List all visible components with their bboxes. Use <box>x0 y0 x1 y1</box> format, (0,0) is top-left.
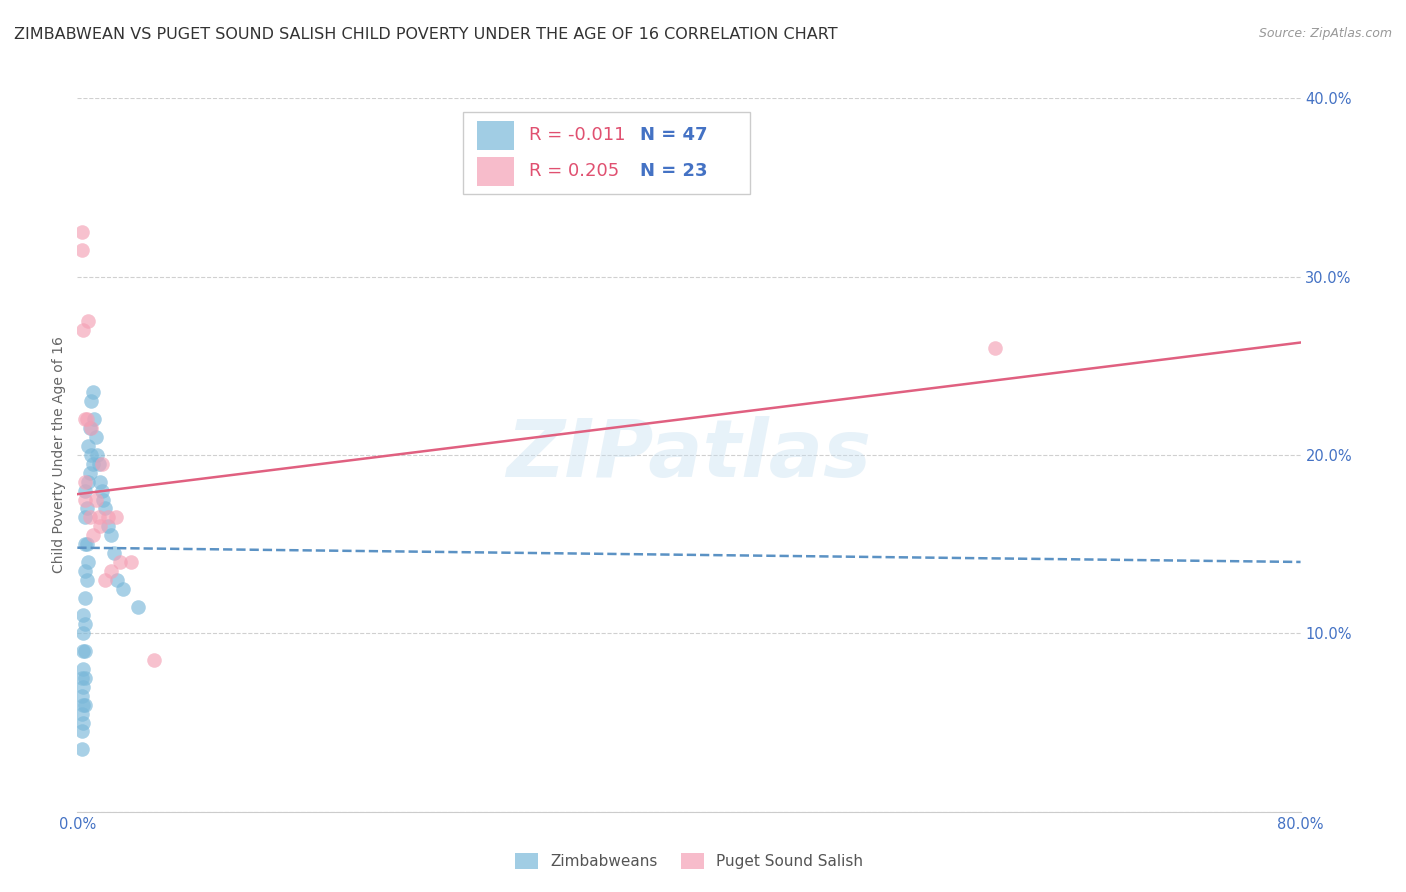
Point <box>70 225 93 239</box>
Point <box>142 653 165 667</box>
Text: ZIPatlas: ZIPatlas <box>506 416 872 494</box>
Point <box>80 448 103 462</box>
Text: N = 47: N = 47 <box>640 127 707 145</box>
Point <box>70 724 93 739</box>
Point <box>76 412 98 426</box>
Point <box>72 644 94 658</box>
Point <box>91 492 114 507</box>
Point <box>73 412 96 426</box>
Point <box>72 715 94 730</box>
Point <box>100 528 122 542</box>
Point <box>84 492 107 507</box>
Point <box>90 457 112 471</box>
Point <box>104 510 127 524</box>
Point <box>76 537 98 551</box>
Point <box>97 510 120 524</box>
Point <box>79 510 101 524</box>
Point <box>80 394 103 409</box>
Point <box>90 483 112 498</box>
Point <box>70 689 93 703</box>
Point <box>72 323 94 337</box>
Point <box>73 483 96 498</box>
Point <box>72 626 94 640</box>
FancyBboxPatch shape <box>477 121 515 150</box>
Point <box>82 385 104 400</box>
Point <box>100 564 122 578</box>
Point <box>73 537 96 551</box>
Point <box>73 475 96 489</box>
Point <box>103 546 125 560</box>
FancyBboxPatch shape <box>463 112 751 194</box>
Point <box>128 599 150 614</box>
Point <box>87 510 110 524</box>
Text: N = 23: N = 23 <box>640 162 707 180</box>
FancyBboxPatch shape <box>477 157 515 186</box>
Point <box>73 698 96 712</box>
Point <box>72 608 94 623</box>
Point <box>70 706 93 721</box>
Point <box>984 341 1007 355</box>
Point <box>70 742 93 756</box>
Point <box>77 314 100 328</box>
Point <box>105 573 128 587</box>
Point <box>73 671 96 685</box>
Point <box>77 439 100 453</box>
Point <box>79 421 101 435</box>
Point <box>70 243 93 257</box>
Point <box>80 421 103 435</box>
Text: ZIMBABWEAN VS PUGET SOUND SALISH CHILD POVERTY UNDER THE AGE OF 16 CORRELATION C: ZIMBABWEAN VS PUGET SOUND SALISH CHILD P… <box>14 27 838 42</box>
Point <box>77 475 100 489</box>
Point <box>73 564 96 578</box>
Point <box>76 573 98 587</box>
Point <box>73 492 96 507</box>
Point <box>82 457 104 471</box>
Point <box>72 680 94 694</box>
Point <box>108 555 131 569</box>
Point <box>73 644 96 658</box>
Point <box>112 582 135 596</box>
Point <box>82 528 104 542</box>
Text: R = -0.011: R = -0.011 <box>529 127 626 145</box>
Point <box>86 448 108 462</box>
Text: R = 0.205: R = 0.205 <box>529 162 619 180</box>
Text: Source: ZipAtlas.com: Source: ZipAtlas.com <box>1258 27 1392 40</box>
Legend: Zimbabweans, Puget Sound Salish: Zimbabweans, Puget Sound Salish <box>509 847 869 875</box>
Point <box>73 591 96 605</box>
Point <box>97 519 120 533</box>
Point <box>76 501 98 516</box>
Point <box>94 573 117 587</box>
Point <box>79 466 101 480</box>
Point <box>73 510 96 524</box>
Y-axis label: Child Poverty Under the Age of 16: Child Poverty Under the Age of 16 <box>52 336 66 574</box>
Point <box>72 662 94 676</box>
Point <box>89 475 111 489</box>
Point <box>120 555 142 569</box>
Point <box>83 412 105 426</box>
Point <box>89 519 111 533</box>
Point <box>94 501 117 516</box>
Point <box>87 457 110 471</box>
Point <box>84 430 107 444</box>
Point <box>73 617 96 632</box>
Point <box>72 698 94 712</box>
Point <box>77 555 100 569</box>
Point <box>70 671 93 685</box>
